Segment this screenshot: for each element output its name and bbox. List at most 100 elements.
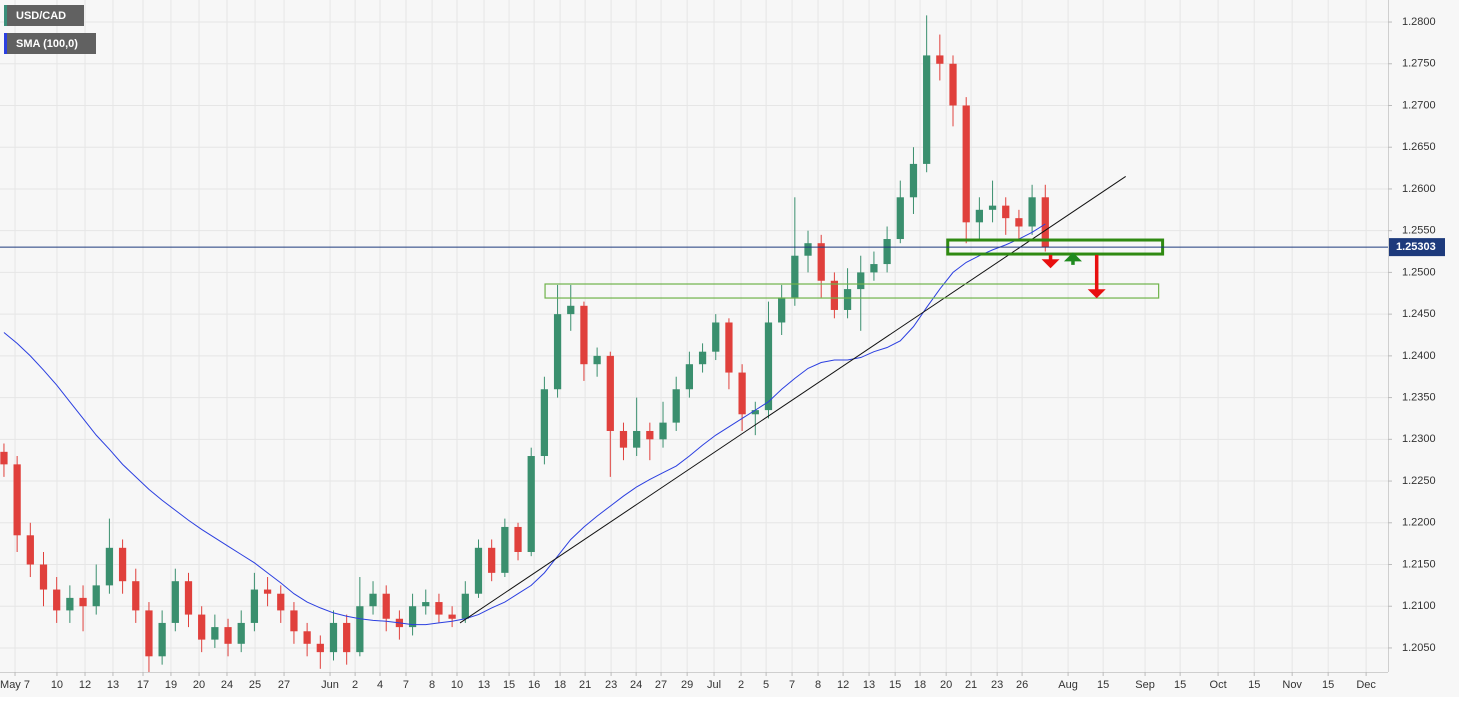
x-tick-label: 12 (837, 679, 849, 691)
candle-body (883, 239, 891, 265)
candle-body (817, 243, 825, 281)
y-tick-label: 1.2300 (1402, 433, 1436, 445)
y-tick-label: 1.2750 (1402, 58, 1436, 70)
legend-label: SMA (100,0) (16, 38, 78, 50)
candle-body (553, 314, 562, 390)
arrow (1041, 254, 1060, 269)
candle-body (738, 372, 746, 415)
last-price-badge (1389, 238, 1445, 257)
x-tick-label: Sep (1135, 679, 1155, 691)
legend-badge (4, 5, 84, 26)
candle-body (593, 355, 601, 365)
x-tick-label: 18 (554, 679, 566, 691)
y-tick-label: 1.2350 (1402, 391, 1436, 403)
y-tick-label: 1.2250 (1402, 475, 1436, 487)
candle-body (514, 526, 522, 552)
x-tick-label: 15 (503, 679, 515, 691)
y-tick-label: 1.2450 (1402, 308, 1436, 320)
x-tick-label: 2 (352, 679, 358, 691)
legend-badge (4, 33, 96, 54)
x-tick-label: 8 (815, 679, 821, 691)
candle-body (778, 297, 786, 323)
candle-body (988, 205, 997, 210)
x-tick-label: 27 (655, 679, 667, 691)
candle-body (132, 581, 140, 611)
candle-body (712, 322, 720, 352)
candle-body (184, 581, 193, 615)
y-tick-label: 1.2100 (1402, 600, 1436, 612)
candle-body (804, 243, 812, 256)
x-tick-label: Dec (1356, 679, 1376, 691)
candle-body (290, 610, 298, 632)
x-tick-label: 15 (1322, 679, 1334, 691)
x-tick-label: 13 (863, 679, 875, 691)
candle-body (580, 305, 588, 365)
candle-body (870, 264, 878, 273)
x-tick-label: 15 (1174, 679, 1186, 691)
x-tick-label: 17 (137, 679, 149, 691)
x-tick-label: 24 (630, 679, 642, 691)
legend-swatch (4, 33, 7, 54)
candle-body (540, 389, 549, 457)
candle-body (53, 589, 61, 611)
candle-body (250, 589, 259, 623)
candle-body (13, 464, 21, 536)
trend-line (459, 176, 1126, 624)
candle-body (567, 305, 575, 315)
x-tick-label: 23 (991, 679, 1003, 691)
candle-body (224, 627, 232, 644)
candle-body (764, 322, 773, 411)
candle-body (488, 547, 496, 573)
candle-body (949, 63, 957, 106)
x-tick-label: 21 (965, 679, 977, 691)
candle-body (145, 610, 153, 657)
candle-body (26, 535, 34, 565)
candle-body (909, 163, 918, 198)
y-tick-label: 1.2650 (1402, 141, 1436, 153)
candle-body (66, 597, 74, 611)
plot-layer (0, 15, 1388, 674)
candle-body (448, 614, 456, 619)
candle-body (896, 197, 904, 240)
x-tick-label: 20 (940, 679, 952, 691)
candle-body (633, 430, 641, 448)
legend-label: USD/CAD (16, 10, 66, 22)
y-tick-label: 1.2550 (1402, 225, 1436, 237)
candle-body (382, 593, 390, 619)
x-tick-label: 26 (1016, 679, 1028, 691)
y-tick-label: 1.2700 (1402, 99, 1436, 111)
candle-body (1041, 197, 1049, 248)
candle-body (237, 622, 245, 644)
candle-body (685, 364, 694, 390)
y-tick-label: 1.2800 (1402, 16, 1436, 28)
x-tick-label: 13 (478, 679, 490, 691)
candle-body (975, 209, 984, 223)
x-tick-label: 7 (403, 679, 409, 691)
candle-body (263, 589, 272, 594)
candle-body (606, 355, 614, 431)
x-tick-label: 16 (528, 679, 540, 691)
x-tick-label: 27 (278, 679, 290, 691)
x-tick-label: Jul (707, 679, 721, 691)
candle-body (316, 643, 324, 653)
x-tick-label: 29 (681, 679, 693, 691)
candle-body (0, 451, 8, 465)
candle-body (923, 55, 931, 164)
candle-body (39, 564, 48, 590)
candle-body (725, 322, 733, 373)
candle-body (435, 602, 443, 615)
candle-body (646, 430, 654, 440)
y-tick-label: 1.2200 (1402, 517, 1436, 529)
x-tick-label: 15 (889, 679, 901, 691)
y-tick-label: 1.2150 (1402, 558, 1436, 570)
candle-body (198, 614, 206, 640)
candle-body (751, 410, 759, 415)
candle-body (118, 547, 127, 582)
candle-body (698, 351, 707, 365)
x-tick-label: 10 (51, 679, 63, 691)
candle-body (1028, 197, 1036, 227)
y-tick-label: 1.2600 (1402, 183, 1436, 195)
candle-body (356, 606, 364, 653)
